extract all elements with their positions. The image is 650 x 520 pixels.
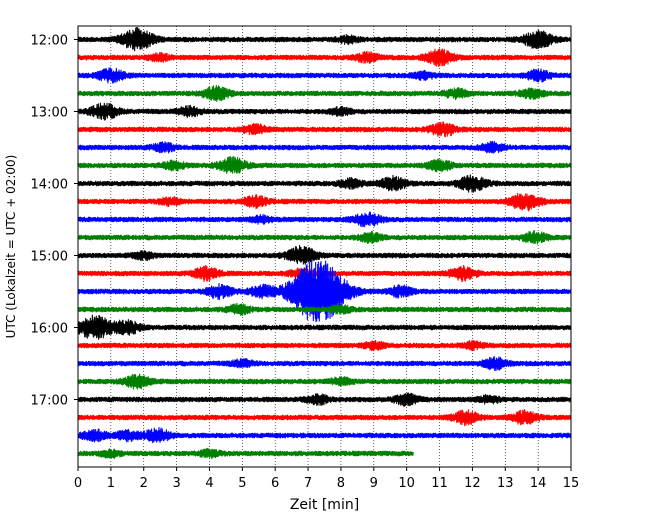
x-tick-label-4: 4 (205, 476, 213, 491)
trace-1745 (77, 447, 414, 459)
trace-1200 (77, 26, 572, 52)
x-tick-label-1: 1 (107, 476, 115, 491)
trace-1415 (77, 192, 572, 212)
trace-1330 (77, 140, 572, 154)
y-axis-label: UTC (Lokalzeit = UTC + 02:00) (4, 155, 18, 339)
x-tick-label-15: 15 (563, 476, 580, 491)
trace-1245 (77, 84, 572, 102)
trace-1430 (77, 211, 572, 228)
trace-1215 (77, 48, 572, 68)
y-tick-label-17:00: 17:00 (31, 394, 68, 409)
x-axis-label: Zeit [min] (290, 497, 359, 513)
trace-1445 (77, 229, 572, 245)
trace-1400 (77, 174, 572, 193)
y-tick-label-14:00: 14:00 (31, 178, 68, 193)
x-tick-label-3: 3 (172, 476, 180, 491)
y-axis-ticks: 12:00 13:00 14:00 15:00 16:00 17:00 (31, 34, 78, 409)
y-tick-label-13:00: 13:00 (31, 106, 68, 121)
y-tick-label-15:00: 15:00 (31, 250, 68, 265)
trace-1500 (77, 244, 572, 265)
seismogram-traces (77, 26, 572, 459)
trace-1630 (77, 356, 572, 372)
trace-1730 (77, 426, 572, 444)
x-tick-label-11: 11 (431, 476, 448, 491)
trace-1700 (77, 392, 572, 407)
x-tick-label-7: 7 (304, 476, 312, 491)
trace-1545 (77, 302, 572, 316)
x-tick-label-13: 13 (497, 476, 514, 491)
x-tick-label-14: 14 (530, 476, 547, 491)
trace-1530 (77, 260, 572, 323)
plot-frame (77, 25, 572, 468)
x-tick-label-9: 9 (370, 476, 378, 491)
trace-1615 (77, 339, 572, 352)
trace-1230 (77, 67, 572, 84)
trace-1715 (77, 408, 572, 427)
x-axis-ticks: 0 1 2 3 4 5 6 7 8 9 10 11 12 13 14 15 (74, 467, 579, 491)
x-tick-label-12: 12 (464, 476, 481, 491)
trace-1600 (77, 314, 572, 340)
trace-1345 (77, 155, 572, 174)
x-tick-label-5: 5 (238, 476, 246, 491)
trace-1645 (77, 373, 572, 390)
x-tick-label-2: 2 (140, 476, 148, 491)
y-tick-label-16:00: 16:00 (31, 322, 68, 337)
x-tick-label-8: 8 (337, 476, 345, 491)
trace-1315 (77, 121, 572, 138)
trace-1300 (77, 102, 572, 121)
x-tick-label-6: 6 (271, 476, 279, 491)
x-tick-label-0: 0 (74, 476, 82, 491)
y-tick-label-12:00: 12:00 (31, 34, 68, 49)
x-tick-label-10: 10 (398, 476, 415, 491)
